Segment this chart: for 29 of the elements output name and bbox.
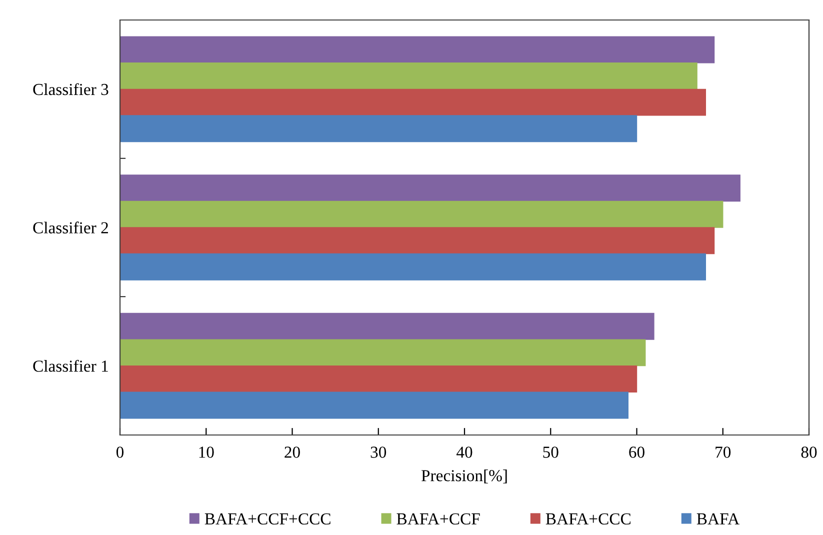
legend-label: BAFA+CCC	[546, 513, 630, 525]
bar	[120, 115, 638, 142]
y-tick-label: Classifier 1	[33, 360, 108, 372]
x-tick-label: 40	[456, 446, 472, 458]
bar	[120, 227, 715, 254]
y-tick-label: Classifier 2	[33, 222, 108, 234]
y-tick-label: Classifier 3	[33, 83, 108, 96]
bar	[120, 392, 628, 419]
x-tick-label: 0	[116, 446, 124, 458]
bar	[120, 365, 638, 392]
bar	[120, 200, 724, 228]
bar	[120, 62, 698, 90]
x-tick-label: 70	[716, 446, 731, 458]
bar	[120, 312, 654, 340]
legend-label: BAFA+CCF	[396, 513, 480, 525]
bar	[120, 88, 706, 116]
x-tick-label: 50	[543, 446, 558, 458]
x-tick-label: 30	[370, 446, 386, 458]
x-tick-label: 10	[199, 446, 214, 458]
legend-label: BAFA+CCF+CCC	[204, 513, 330, 525]
bar	[120, 36, 715, 64]
bar	[120, 339, 646, 366]
x-tick-label: 80	[801, 446, 817, 458]
x-axis-title: Precision[%]	[421, 470, 507, 484]
x-tick-label: 60	[629, 446, 644, 458]
x-tick-label: 20	[284, 446, 300, 458]
legend-label: BAFA	[696, 513, 740, 524]
bar	[120, 174, 740, 202]
bar	[120, 253, 706, 280]
